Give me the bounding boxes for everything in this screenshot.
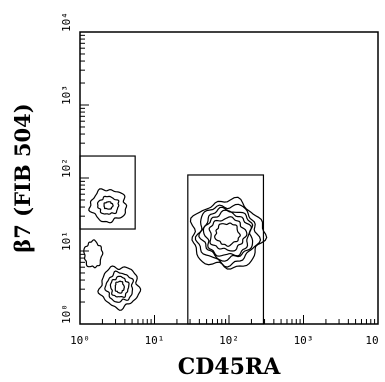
contour-line	[98, 196, 119, 214]
x-axis-title: CD45RA	[178, 354, 281, 380]
x-tick-label: 10¹	[145, 334, 165, 347]
y-tick-label: 10³	[60, 85, 73, 105]
x-tick-label: 10	[365, 334, 378, 347]
y-tick-label: 10⁰	[60, 304, 73, 324]
y-tick-label: 10⁴	[60, 12, 73, 32]
y-tick-label: 10¹	[60, 231, 73, 251]
contour-line	[89, 189, 127, 223]
gate	[80, 156, 135, 229]
x-tick-label: 10⁰	[70, 334, 90, 347]
y-axis-title: β7 (FIB 504)	[10, 103, 35, 252]
x-tick-labels: 10⁰ 10¹ 10² 10³ 10	[70, 334, 379, 347]
contour-line	[115, 281, 124, 293]
y-tick-label: 10²	[60, 158, 73, 178]
y-tick-labels: 10⁰ 10¹ 10² 10³ 10⁴	[60, 12, 73, 324]
contour-line	[104, 202, 113, 210]
contour-line	[110, 276, 129, 297]
contour-line	[199, 207, 253, 261]
x-tick-label: 10²	[219, 334, 239, 347]
x-tick-label: 10³	[294, 334, 314, 347]
contour-line	[84, 240, 103, 268]
gates	[80, 156, 263, 324]
contours	[84, 189, 267, 310]
contour-line	[215, 223, 241, 246]
